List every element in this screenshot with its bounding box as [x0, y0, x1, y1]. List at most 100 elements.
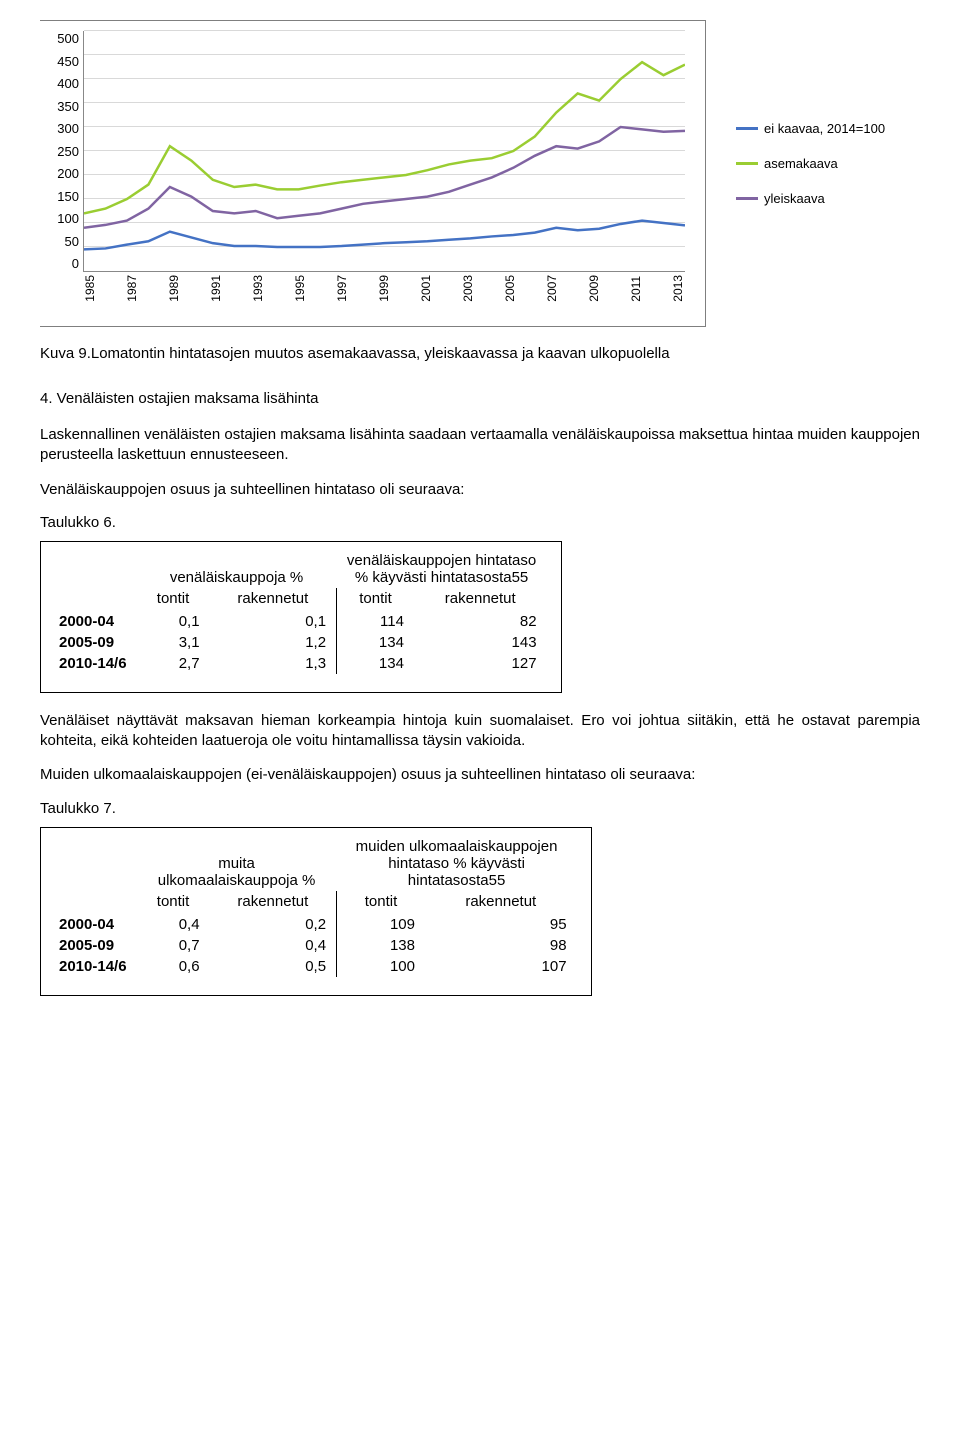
- row-label: 2010-14/6: [49, 653, 137, 674]
- legend-item: asemakaava: [736, 156, 896, 171]
- table-cell: 107: [425, 956, 577, 977]
- table-cell: 2,7: [137, 653, 210, 674]
- x-tick: 1989: [167, 275, 181, 302]
- table-cell: 0,4: [137, 914, 210, 935]
- table-header: muiden ulkomaalaiskauppojen hintataso % …: [337, 836, 577, 891]
- paragraph: Venäläiskauppojen osuus ja suhteellinen …: [40, 480, 920, 500]
- legend-label: yleiskaava: [764, 191, 825, 206]
- x-tick: 1997: [335, 275, 349, 302]
- y-tick: 100: [57, 211, 79, 226]
- legend-label: asemakaava: [764, 156, 838, 171]
- table-cell: 0,5: [210, 956, 337, 977]
- paragraph: Muiden ulkomaalaiskauppojen (ei-venäläis…: [40, 765, 920, 785]
- table-subhead: tontit: [337, 588, 414, 611]
- table-cell: 82: [414, 611, 547, 632]
- table-subhead: rakennetut: [210, 891, 337, 914]
- row-label: 2005-09: [49, 632, 137, 653]
- line-chart: 500450400350300250200150100500 198519871…: [40, 20, 706, 327]
- y-tick: 0: [72, 256, 79, 271]
- y-tick: 250: [57, 144, 79, 159]
- y-tick: 50: [65, 234, 79, 249]
- table-subhead: tontit: [137, 588, 210, 611]
- table-header: muita ulkomaalaiskauppoja %: [137, 836, 337, 891]
- plot-canvas: [83, 31, 685, 272]
- x-tick: 1987: [125, 275, 139, 302]
- table-caption: Taulukko 6.: [40, 514, 920, 531]
- paragraph: Laskennallinen venäläisten ostajien maks…: [40, 425, 920, 466]
- legend-item: yleiskaava: [736, 191, 896, 206]
- table-cell: 1,3: [210, 653, 337, 674]
- x-tick: 2001: [419, 275, 433, 302]
- y-tick: 400: [57, 76, 79, 91]
- x-axis: 1985 1987 1989 1991 1993 1995 1997 1999 2001 2003…: [83, 272, 685, 302]
- x-tick: 2003: [461, 275, 475, 302]
- x-tick: 1999: [377, 275, 391, 302]
- table-subhead: rakennetut: [414, 588, 547, 611]
- table-cell: 109: [337, 914, 425, 935]
- y-tick: 150: [57, 189, 79, 204]
- table-cell: 134: [337, 632, 414, 653]
- paragraph: Venäläiset näyttävät maksavan hieman kor…: [40, 711, 920, 752]
- table-subhead: tontit: [137, 891, 210, 914]
- x-tick: 2007: [545, 275, 559, 302]
- legend-swatch: [736, 127, 758, 130]
- table-cell: 100: [337, 956, 425, 977]
- y-axis: 500450400350300250200150100500: [45, 31, 83, 271]
- table-header: venäläiskauppojen hintataso % käyvästi h…: [337, 550, 547, 588]
- table-cell: 98: [425, 935, 577, 956]
- table-6: venäläiskauppoja % venäläiskauppojen hin…: [40, 541, 562, 693]
- x-tick: 2013: [671, 275, 685, 302]
- table-cell: 0,6: [137, 956, 210, 977]
- table-cell: 0,4: [210, 935, 337, 956]
- row-label: 2005-09: [49, 935, 137, 956]
- x-tick: 1995: [293, 275, 307, 302]
- table-cell: 114: [337, 611, 414, 632]
- table-row: 2000-040,10,111482: [49, 611, 547, 632]
- chart-legend: ei kaavaa, 2014=100 asemakaava yleiskaava: [706, 121, 896, 226]
- table-subhead: rakennetut: [210, 588, 337, 611]
- x-tick: 1993: [251, 275, 265, 302]
- table-cell: 3,1: [137, 632, 210, 653]
- table-caption: Taulukko 7.: [40, 800, 920, 817]
- legend-swatch: [736, 162, 758, 165]
- y-tick: 300: [57, 121, 79, 136]
- row-label: 2000-04: [49, 611, 137, 632]
- legend-label: ei kaavaa, 2014=100: [764, 121, 885, 136]
- table-cell: 138: [337, 935, 425, 956]
- table-subhead: rakennetut: [425, 891, 577, 914]
- x-tick: 2005: [503, 275, 517, 302]
- table-row: 2010-14/62,71,3134127: [49, 653, 547, 674]
- series-line: [84, 221, 685, 250]
- table-header: venäläiskauppoja %: [137, 550, 337, 588]
- y-tick: 500: [57, 31, 79, 46]
- y-tick: 450: [57, 54, 79, 69]
- table-7: muita ulkomaalaiskauppoja % muiden ulkom…: [40, 827, 592, 996]
- table-row: 2010-14/60,60,5100107: [49, 956, 577, 977]
- table-cell: 0,1: [137, 611, 210, 632]
- y-tick: 350: [57, 99, 79, 114]
- table-cell: 143: [414, 632, 547, 653]
- table-cell: 0,7: [137, 935, 210, 956]
- y-tick: 200: [57, 166, 79, 181]
- legend-swatch: [736, 197, 758, 200]
- table-cell: 1,2: [210, 632, 337, 653]
- table-cell: 0,2: [210, 914, 337, 935]
- table-row: 2005-093,11,2134143: [49, 632, 547, 653]
- table-cell: 95: [425, 914, 577, 935]
- x-tick: 2011: [629, 275, 643, 302]
- table-cell: 127: [414, 653, 547, 674]
- x-tick: 2009: [587, 275, 601, 302]
- legend-item: ei kaavaa, 2014=100: [736, 121, 896, 136]
- table-cell: 134: [337, 653, 414, 674]
- table-row: 2000-040,40,210995: [49, 914, 577, 935]
- figure-caption: Kuva 9.Lomatontin hintatasojen muutos as…: [40, 345, 920, 362]
- table-subhead: tontit: [337, 891, 425, 914]
- row-label: 2010-14/6: [49, 956, 137, 977]
- table-cell: 0,1: [210, 611, 337, 632]
- row-label: 2000-04: [49, 914, 137, 935]
- section-heading: 4. Venäläisten ostajien maksama lisähint…: [40, 390, 920, 407]
- x-tick: 1985: [83, 275, 97, 302]
- table-row: 2005-090,70,413898: [49, 935, 577, 956]
- x-tick: 1991: [209, 275, 223, 302]
- series-line: [84, 62, 685, 213]
